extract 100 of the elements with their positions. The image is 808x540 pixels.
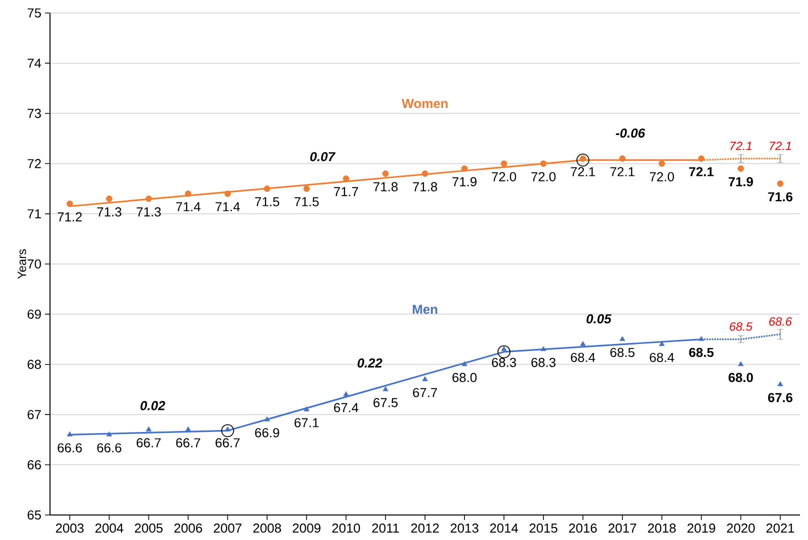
point	[540, 346, 546, 352]
point	[500, 160, 508, 167]
data-label: 67.5	[374, 398, 398, 408]
data-label: 66.7	[216, 438, 240, 448]
data-label: 68.0	[728, 372, 753, 382]
data-label: 68.4	[650, 352, 674, 362]
point	[343, 391, 349, 396]
x-tick-label: 2003	[56, 524, 84, 533]
point	[658, 160, 666, 167]
point	[382, 170, 389, 177]
y-tick-label: 73	[28, 108, 41, 118]
data-label: 71.3	[97, 207, 122, 216]
data-label: 71.2	[58, 212, 82, 222]
data-label: 71.7	[334, 187, 358, 196]
data-label: 68.5	[689, 348, 714, 358]
data-label: 68.4	[570, 352, 596, 362]
x-tick-label: 2012	[411, 524, 439, 533]
data-label: 66.6	[97, 443, 122, 452]
annotation: 0.05	[586, 314, 612, 324]
data-label: 68.3	[492, 358, 516, 368]
data-label: 71.4	[216, 202, 240, 212]
y-tick-label: 74	[28, 58, 42, 68]
data-label: 72.1	[610, 167, 634, 176]
point	[342, 175, 350, 182]
point	[738, 361, 744, 366]
x-tick-label: 2006	[174, 524, 202, 533]
data-label: 71.4	[176, 202, 200, 212]
point	[145, 196, 152, 202]
x-tick-label: 2010	[332, 524, 360, 533]
y-tick-label: 71	[28, 209, 41, 218]
point	[422, 170, 428, 177]
point	[738, 165, 744, 172]
y-tick-label: 75	[28, 8, 41, 18]
point	[698, 336, 704, 341]
point	[698, 155, 705, 162]
y-tick-label: 72	[28, 159, 41, 168]
y-tick-label: 66	[28, 460, 41, 470]
data-label: 71.3	[136, 207, 161, 216]
x-tick-label: 2008	[253, 524, 281, 533]
point	[66, 200, 73, 207]
text: Men	[412, 304, 438, 314]
point	[580, 341, 586, 346]
data-label: 72.0	[650, 172, 674, 182]
point	[66, 431, 73, 436]
x-tick-label: 2021	[766, 524, 794, 533]
point	[303, 185, 310, 192]
annotation: -0.06	[616, 128, 646, 138]
x-tick-label: 2004	[95, 524, 124, 533]
x-tick-label: 2020	[726, 524, 755, 533]
x-tick-label: 2018	[648, 524, 676, 533]
point	[221, 424, 234, 438]
data-label: 72.1	[770, 142, 791, 150]
data-label: 66.7	[176, 438, 200, 448]
point	[659, 341, 665, 346]
data-label: 71.9	[452, 177, 477, 186]
data-label: 67.6	[768, 392, 792, 402]
y-axis-title: Years	[18, 249, 26, 279]
data-label: 71.5	[255, 197, 280, 206]
data-label: 71.6	[768, 192, 792, 202]
point	[422, 376, 428, 382]
data-label: 66.9	[255, 428, 280, 438]
point	[146, 426, 152, 432]
data-label: 72.0	[492, 172, 516, 182]
y-tick-label: 68	[28, 360, 41, 369]
data-label: 66.6	[58, 443, 82, 452]
y-tick-label: 69	[28, 310, 41, 319]
data-label: 68.3	[531, 358, 556, 368]
text: Women	[402, 99, 448, 108]
point	[620, 336, 626, 341]
data-label: 66.7	[136, 438, 161, 448]
data-label: 72.1	[689, 167, 714, 176]
annotation: 0.07	[310, 152, 336, 162]
data-label: 71.8	[374, 182, 398, 192]
data-label: 71.9	[728, 177, 753, 186]
point	[382, 386, 388, 392]
point	[576, 154, 590, 167]
data-label: 68.5	[610, 348, 634, 358]
y-tick-label: 70	[28, 259, 41, 269]
point	[462, 361, 468, 366]
x-tick-label: 2009	[292, 524, 320, 533]
data-label: 67.4	[334, 403, 358, 412]
y-tick-label: 65	[28, 510, 41, 520]
point	[498, 345, 510, 358]
x-tick-label: 2013	[450, 524, 478, 533]
point	[185, 426, 191, 432]
data-label: 68.5	[730, 322, 752, 331]
point	[461, 165, 468, 172]
point	[540, 160, 547, 167]
y-tick-label: 67	[28, 410, 41, 420]
data-label: 71.5	[294, 197, 319, 206]
x-tick-label: 2017	[608, 524, 636, 533]
x-tick-label: 2015	[530, 524, 558, 533]
point	[264, 416, 270, 422]
point	[106, 431, 112, 436]
x-tick-label: 2005	[134, 524, 163, 533]
data-label: 68.6	[769, 317, 792, 326]
point	[224, 190, 231, 197]
point	[264, 185, 270, 192]
data-label: 71.8	[413, 182, 438, 192]
point	[777, 180, 784, 187]
